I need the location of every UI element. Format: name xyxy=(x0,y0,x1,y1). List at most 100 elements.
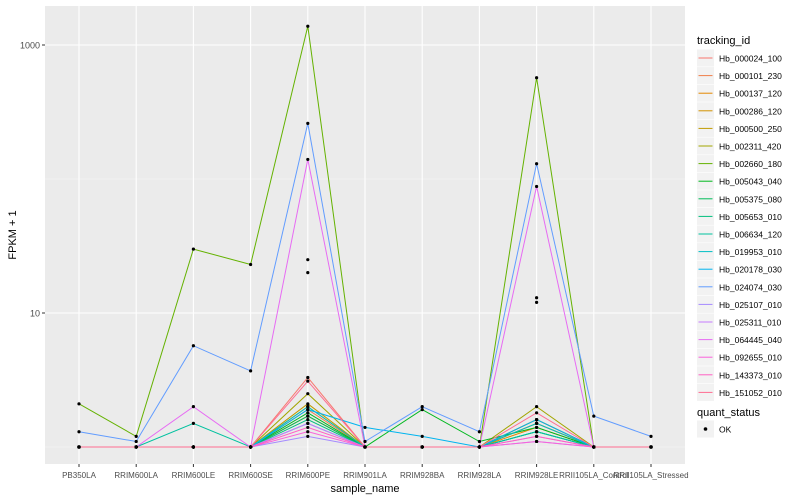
data-point xyxy=(535,184,539,189)
legend-title: tracking_id xyxy=(697,35,750,47)
legend-item-label: Hb_005375_080 xyxy=(719,194,782,204)
x-tick-label: RRIM928LA xyxy=(458,471,502,480)
legend-item-label: Hb_000024_100 xyxy=(719,54,782,64)
data-point xyxy=(306,434,310,438)
data-point xyxy=(535,425,539,430)
x-axis-label: sample_name xyxy=(330,483,399,495)
legend-item-label: Hb_092655_010 xyxy=(719,353,782,363)
x-tick-label: RRIM600LE xyxy=(172,471,216,480)
data-point xyxy=(535,411,539,415)
x-tick-label: RRIM600SE xyxy=(228,471,272,480)
data-point xyxy=(363,439,367,444)
data-point xyxy=(306,408,310,412)
x-tick-label: RRIM928LE xyxy=(515,471,559,480)
data-point xyxy=(306,405,310,409)
data-point xyxy=(535,434,539,438)
data-point xyxy=(535,430,539,434)
data-point xyxy=(306,375,310,380)
legend-item: Hb_092655_010 xyxy=(697,348,782,366)
x-axis-ticks: PB350LA RRIM600LA RRIM600LE RRIM600SE RRIM60… xyxy=(62,464,689,480)
data-points xyxy=(77,24,653,449)
shape-legend-title: quant_status xyxy=(697,407,760,419)
legend-item: Hb_000101_230 xyxy=(697,67,782,85)
data-point xyxy=(306,121,310,125)
legend-item: Hb_020178_030 xyxy=(697,260,782,278)
legend-item: Hb_024074_030 xyxy=(697,278,782,296)
x-tick-label: RRIM928BA xyxy=(400,471,445,480)
legend-item: Hb_005043_040 xyxy=(697,172,782,190)
data-point xyxy=(306,414,310,418)
data-point xyxy=(306,421,310,426)
data-point xyxy=(477,445,481,449)
data-point xyxy=(363,425,367,430)
y-tick-label: 1000 xyxy=(20,41,40,51)
legend-item: Hb_002660_180 xyxy=(697,155,782,173)
data-point xyxy=(134,439,138,444)
x-tick-label: RRII105LA_Control xyxy=(559,471,629,480)
legend-item: Hb_025107_010 xyxy=(697,295,782,313)
data-point xyxy=(306,418,310,422)
data-point xyxy=(420,434,424,438)
legend-item-label: Hb_020178_030 xyxy=(719,265,782,275)
data-point xyxy=(535,405,539,409)
data-point xyxy=(592,414,596,418)
data-point xyxy=(535,162,539,166)
data-point xyxy=(420,445,424,449)
shape-legend-point xyxy=(703,427,708,431)
x-tick-label: RRIM600PE xyxy=(286,471,330,480)
legend-item-label: Hb_002311_420 xyxy=(719,142,782,152)
data-point xyxy=(306,411,310,415)
shape-legend-label: OK xyxy=(719,425,732,435)
legend-item: Hb_000137_120 xyxy=(697,84,782,102)
y-tick-label: 10 xyxy=(30,309,40,319)
data-point xyxy=(306,430,310,434)
legend-item: Hb_000500_250 xyxy=(697,119,782,137)
y-axis-ticks: 10 1000 xyxy=(20,41,45,319)
legend-item-label: Hb_000286_120 xyxy=(719,106,782,116)
legend-item: Hb_000024_100 xyxy=(697,49,782,67)
legend-item: Hb_005375_080 xyxy=(697,190,782,208)
data-point xyxy=(249,369,253,373)
legend-item: Hb_006634_120 xyxy=(697,225,782,243)
data-point xyxy=(535,300,539,304)
legend-item: Hb_151052_010 xyxy=(697,383,782,401)
data-point xyxy=(306,157,310,162)
x-tick-label: RRIM600LA xyxy=(114,471,158,480)
legend-item: Hb_064445_040 xyxy=(697,331,782,349)
data-point xyxy=(191,421,195,426)
legend-item-label: Hb_006634_120 xyxy=(719,230,782,240)
legend-item-label: Hb_002660_180 xyxy=(719,159,782,169)
x-tick-label: RRII105LA_Stressed xyxy=(613,471,688,480)
legend-item-label: Hb_025107_010 xyxy=(719,300,782,310)
data-point xyxy=(191,344,195,348)
data-point xyxy=(535,76,539,80)
data-point xyxy=(535,296,539,300)
legend-item-label: Hb_024074_030 xyxy=(719,282,782,292)
legend-item-label: Hb_005043_040 xyxy=(719,177,782,187)
shape-legend-item: OK xyxy=(697,420,732,438)
data-point xyxy=(535,421,539,426)
data-point xyxy=(134,434,138,438)
x-tick-label: RRIM901LA xyxy=(343,471,387,480)
legend-item-label: Hb_143373_010 xyxy=(719,370,782,380)
data-point xyxy=(420,408,424,412)
data-point xyxy=(249,445,253,449)
data-point xyxy=(649,445,653,449)
data-point xyxy=(592,445,596,449)
data-point xyxy=(306,402,310,406)
data-point xyxy=(191,445,195,449)
data-point xyxy=(306,258,310,262)
data-point xyxy=(306,271,310,275)
data-point xyxy=(306,379,310,383)
legend-item: Hb_000286_120 xyxy=(697,102,782,120)
data-point xyxy=(535,418,539,422)
data-point xyxy=(77,445,81,449)
data-point xyxy=(134,445,138,449)
data-point xyxy=(77,402,81,406)
data-point xyxy=(535,439,539,444)
data-point xyxy=(306,24,310,28)
legend-item: Hb_143373_010 xyxy=(697,366,782,384)
data-point xyxy=(249,262,253,267)
legend-item-label: Hb_000137_120 xyxy=(719,89,782,99)
